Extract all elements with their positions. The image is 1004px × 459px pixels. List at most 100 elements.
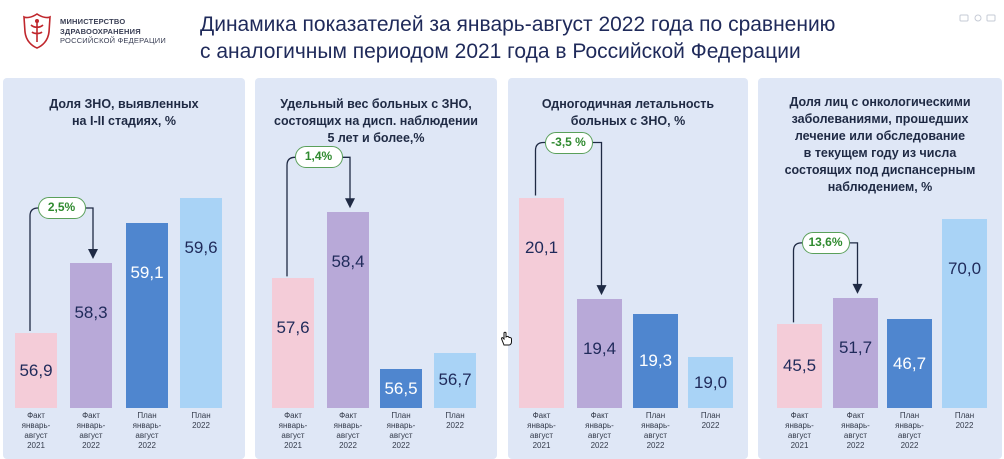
x-tick-line: 2022 <box>392 441 410 450</box>
x-tick-line: январь- <box>21 421 51 430</box>
change-badge: 13,6% <box>801 231 850 254</box>
x-tick-line: август <box>897 431 922 440</box>
x-tick-label: План январь-август 2022 <box>881 411 938 451</box>
change-bracket <box>29 207 98 331</box>
bar-value-label: 58,3 <box>74 303 108 322</box>
x-tick-label: Факт январь-август 2022 <box>827 411 884 451</box>
bar-value-label: 58,4 <box>331 252 365 272</box>
x-tick-line: Факт <box>27 411 45 420</box>
x-tick-line: 2022 <box>590 441 609 450</box>
x-tick-label: Факт январь-август 2021 <box>266 411 320 451</box>
ministry-line-1: МИНИСТЕРСТВО <box>60 17 126 26</box>
x-tick-line: август <box>587 431 612 440</box>
bar-4: 70,0 <box>942 219 987 408</box>
bar-2: 19,4 <box>577 299 622 408</box>
x-tick-line: План <box>700 411 721 420</box>
x-tick-line: План <box>954 411 975 420</box>
ministry-line-3: РОССИЙСКОЙ ФЕДЕРАЦИИ <box>60 36 166 45</box>
x-tick-label: План 2022 <box>936 411 993 431</box>
x-tick-line: 2022 <box>339 441 357 450</box>
x-tick-line: январь- <box>841 421 870 430</box>
bracket-line <box>534 141 603 290</box>
arrow-head-icon <box>596 285 607 296</box>
x-tick-label: Факт январь-август 2022 <box>571 411 628 451</box>
chart-panel-2: Удельный вес больных с ЗНО, состоящих на … <box>255 78 497 459</box>
bracket-line <box>29 207 94 331</box>
x-tick-label: Факт январь-август 2021 <box>771 411 828 451</box>
chart-title-line: на I-II стадиях, % <box>72 114 176 128</box>
bar-3: 19,3 <box>633 313 678 408</box>
x-tick-line: январь- <box>76 421 106 430</box>
x-tick-line: 2022 <box>446 421 464 430</box>
chart-title-line: состоящих на дисп. наблюдении <box>274 114 478 128</box>
x-tick-line: План <box>391 411 411 420</box>
arrow-head-icon <box>852 283 863 294</box>
slide-header: МИНИСТЕРСТВО ЗДРАВООХРАНЕНИЯ РОССИЙСКОЙ … <box>0 0 1004 76</box>
change-bracket <box>534 141 607 296</box>
camera-controls-icon <box>959 14 996 22</box>
x-tick-line: август <box>389 431 413 440</box>
change-badge: -3,5 % <box>544 131 593 154</box>
x-tick-line: август <box>135 431 159 440</box>
slide-title-line-1: Динамика показателей за январь-август 20… <box>200 13 836 36</box>
x-tick-label: План 2022 <box>174 411 228 431</box>
x-tick-line: 2022 <box>646 441 665 450</box>
x-tick-line: август <box>336 431 360 440</box>
bar-value-label: 45,5 <box>782 356 817 376</box>
x-tick-label: Факт январь-август 2021 <box>513 411 570 451</box>
bar-4: 59,6 <box>180 198 222 408</box>
x-tick-line: 2022 <box>82 441 100 450</box>
bar-value-label: 56,9 <box>19 360 53 380</box>
bar-value-label: 46,7 <box>892 353 927 373</box>
x-tick-line: 2022 <box>701 421 720 430</box>
slide-title-line-2: с аналогичным периодом 2021 года в Росси… <box>200 40 801 63</box>
bar-2: 58,3 <box>70 263 112 408</box>
x-tick-line: План <box>899 411 920 420</box>
x-tick-line: Факт <box>790 411 809 420</box>
bar-value-label: 59,6 <box>184 238 218 257</box>
x-tick-line: 2021 <box>284 441 302 450</box>
change-bracket <box>286 156 355 277</box>
x-tick-label: Факт январь-август 2022 <box>321 411 375 451</box>
chart-title: Удельный вес больных с ЗНО, состоящих на … <box>255 96 497 147</box>
bar-value-label: 51,7 <box>838 337 873 357</box>
chart-panel-1: Доля ЗНО, выявленных на I-II стадиях, % 56… <box>3 78 245 459</box>
bar-value-label: 59,1 <box>130 263 164 282</box>
arrow-head-icon <box>88 249 98 259</box>
chart-title-line: в текущем году из числа <box>803 146 957 160</box>
arrow-head-icon <box>345 198 355 209</box>
x-tick-line: 2022 <box>900 441 919 450</box>
ministry-line-2: ЗДРАВООХРАНЕНИЯ <box>60 26 141 36</box>
bar-2: 51,7 <box>833 297 878 408</box>
x-tick-line: План <box>445 411 465 420</box>
x-tick-line: январь- <box>895 421 924 430</box>
x-tick-line: август <box>787 431 812 440</box>
x-tick-line: 2021 <box>532 441 551 450</box>
x-tick-line: январь- <box>785 421 814 430</box>
bracket-line <box>286 156 351 277</box>
x-tick-line: январь- <box>333 421 363 430</box>
bar-value-label: 19,3 <box>638 350 673 370</box>
x-tick-line: План <box>191 411 211 420</box>
x-tick-line: Факт <box>590 411 609 420</box>
x-tick-label: Факт январь-август 2021 <box>9 411 63 451</box>
chart-title-line: состоящих под диспансерным <box>784 163 976 177</box>
chart-title-line: Доля лиц с онкологическими <box>789 95 971 109</box>
x-tick-line: январь- <box>278 421 308 430</box>
bar-1: 20,1 <box>519 197 564 408</box>
x-tick-line: Факт <box>846 411 865 420</box>
x-tick-line: Факт <box>82 411 100 420</box>
bar-value-label: 56,7 <box>438 370 472 390</box>
x-tick-line: август <box>843 431 868 440</box>
chart-title-line: 5 лет и более,% <box>327 131 425 145</box>
x-tick-label: План январь-август 2022 <box>120 411 174 451</box>
change-badge: 2,5% <box>37 197 86 219</box>
x-tick-line: август <box>24 431 48 440</box>
bar-3: 46,7 <box>887 319 932 408</box>
chart-title-line: больных с ЗНО, % <box>570 114 686 128</box>
x-tick-line: январь- <box>527 421 556 430</box>
chart-title-line: Доля ЗНО, выявленных <box>49 97 199 111</box>
change-badge: 1,4% <box>294 146 343 169</box>
bar-2: 58,4 <box>327 212 369 408</box>
ministry-emblem-icon <box>23 13 51 49</box>
